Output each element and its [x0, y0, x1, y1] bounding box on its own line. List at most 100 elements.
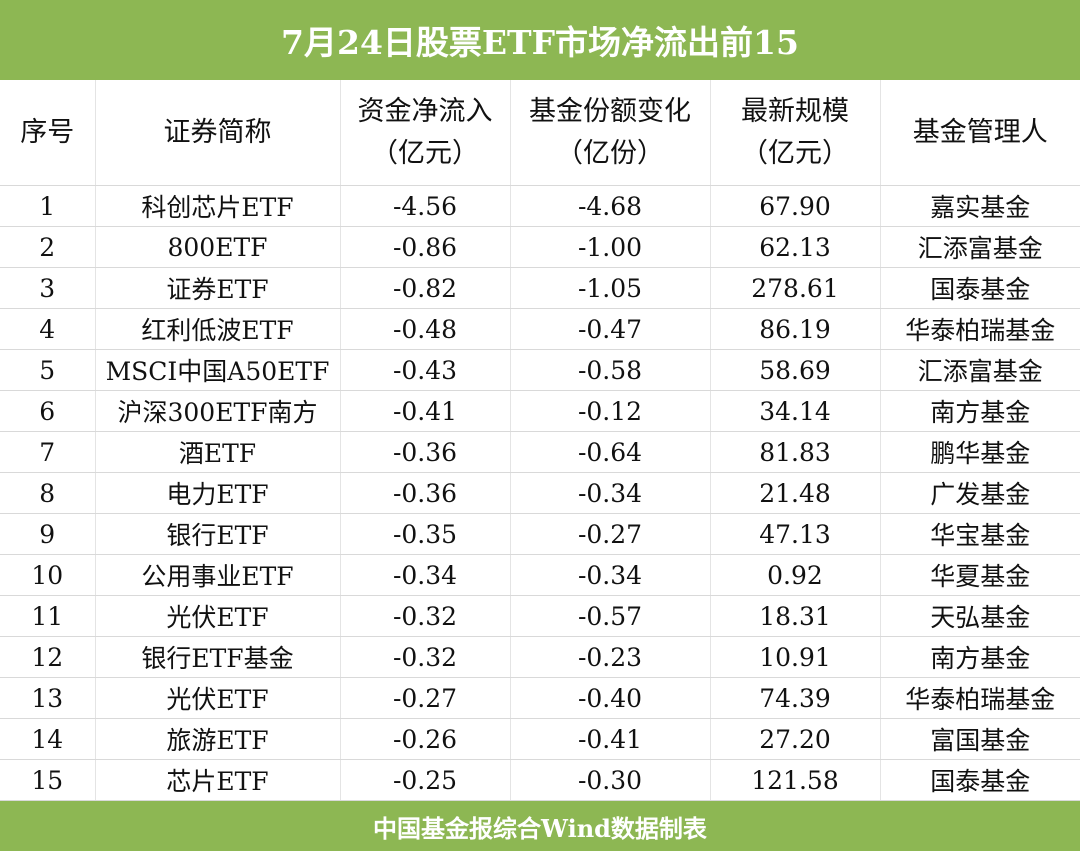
cell-col-latest-size: 74.39 — [710, 677, 881, 719]
header-col-manager: 基金管理人 — [880, 80, 1080, 186]
cell-col-latest-size: 27.20 — [710, 718, 881, 760]
cell-col-security-name: 光伏ETF — [95, 677, 341, 719]
cell-col-security-name: 旅游ETF — [95, 718, 341, 760]
cell-col-security-name: 证券ETF — [95, 267, 341, 309]
cell-col-share-change: -0.64 — [510, 431, 711, 473]
table-row: 9 银行ETF -0.35 -0.27 47.13 华宝基金 — [0, 513, 1080, 555]
cell-col-net-inflow: -0.26 — [340, 718, 511, 760]
cell-col-manager: 国泰基金 — [880, 759, 1080, 801]
cell-col-share-change: -4.68 — [510, 185, 711, 227]
cell-col-index: 15 — [0, 759, 96, 801]
cell-col-net-inflow: -0.35 — [340, 513, 511, 555]
header-label: 基金管理人 — [912, 116, 1048, 148]
cell-col-security-name: MSCI中国A50ETF — [95, 349, 341, 391]
cell-col-manager: 广发基金 — [880, 472, 1080, 514]
cell-col-latest-size: 18.31 — [710, 595, 881, 637]
cell-col-net-inflow: -0.27 — [340, 677, 511, 719]
table-row: 1 科创芯片ETF -4.56 -4.68 67.90 嘉实基金 — [0, 185, 1080, 227]
cell-col-net-inflow: -0.36 — [340, 472, 511, 514]
cell-col-index: 14 — [0, 718, 96, 760]
cell-col-security-name: 银行ETF — [95, 513, 341, 555]
cell-col-security-name: 科创芯片ETF — [95, 185, 341, 227]
cell-col-manager: 南方基金 — [880, 390, 1080, 432]
table-row: 13 光伏ETF -0.27 -0.40 74.39 华泰柏瑞基金 — [0, 677, 1080, 719]
cell-col-index: 5 — [0, 349, 96, 391]
cell-col-manager: 汇添富基金 — [880, 226, 1080, 268]
cell-col-share-change: -0.12 — [510, 390, 711, 432]
cell-col-index: 3 — [0, 267, 96, 309]
cell-col-index: 13 — [0, 677, 96, 719]
cell-col-latest-size: 47.13 — [710, 513, 881, 555]
cell-col-latest-size: 10.91 — [710, 636, 881, 678]
cell-col-manager: 天弘基金 — [880, 595, 1080, 637]
etf-outflow-table: 序号 证券简称 资金净流入 （亿元） 基金份额变化 （亿份） 最新规模 （亿元） 基金管理人 1… — [0, 80, 1080, 801]
cell-col-latest-size: 67.90 — [710, 185, 881, 227]
table-row: 7 酒ETF -0.36 -0.64 81.83 鹏华基金 — [0, 431, 1080, 473]
cell-col-net-inflow: -0.48 — [340, 308, 511, 350]
cell-col-share-change: -0.40 — [510, 677, 711, 719]
cell-col-share-change: -1.05 — [510, 267, 711, 309]
table-row: 2 800ETF -0.86 -1.00 62.13 汇添富基金 — [0, 226, 1080, 268]
cell-col-index: 11 — [0, 595, 96, 637]
cell-col-index: 6 — [0, 390, 96, 432]
cell-col-index: 7 — [0, 431, 96, 473]
cell-col-manager: 国泰基金 — [880, 267, 1080, 309]
cell-col-manager: 汇添富基金 — [880, 349, 1080, 391]
header-unit: （亿元） — [371, 137, 479, 169]
cell-col-index: 4 — [0, 308, 96, 350]
cell-col-share-change: -0.23 — [510, 636, 711, 678]
cell-col-latest-size: 21.48 — [710, 472, 881, 514]
table-row: 10 公用事业ETF -0.34 -0.34 0.92 华夏基金 — [0, 554, 1080, 596]
cell-col-net-inflow: -0.36 — [340, 431, 511, 473]
cell-col-latest-size: 0.92 — [710, 554, 881, 596]
cell-col-security-name: 芯片ETF — [95, 759, 341, 801]
cell-col-net-inflow: -0.41 — [340, 390, 511, 432]
cell-col-index: 9 — [0, 513, 96, 555]
header-col-net-inflow: 资金净流入 （亿元） — [340, 80, 511, 186]
table-row: 3 证券ETF -0.82 -1.05 278.61 国泰基金 — [0, 267, 1080, 309]
cell-col-index: 1 — [0, 185, 96, 227]
header-label: 资金净流入 — [357, 95, 493, 127]
table-title: 7月24日股票ETF市场净流出前15 — [0, 0, 1080, 80]
header-unit: （亿元） — [741, 137, 849, 169]
cell-col-manager: 南方基金 — [880, 636, 1080, 678]
header-col-security-name: 证券简称 — [95, 80, 341, 186]
table-row: 11 光伏ETF -0.32 -0.57 18.31 天弘基金 — [0, 595, 1080, 637]
cell-col-manager: 华宝基金 — [880, 513, 1080, 555]
cell-col-index: 8 — [0, 472, 96, 514]
table-row: 8 电力ETF -0.36 -0.34 21.48 广发基金 — [0, 472, 1080, 514]
cell-col-share-change: -0.30 — [510, 759, 711, 801]
cell-col-security-name: 银行ETF基金 — [95, 636, 341, 678]
cell-col-security-name: 光伏ETF — [95, 595, 341, 637]
table-row: 4 红利低波ETF -0.48 -0.47 86.19 华泰柏瑞基金 — [0, 308, 1080, 350]
cell-col-security-name: 沪深300ETF南方 — [95, 390, 341, 432]
cell-col-security-name: 800ETF — [95, 226, 341, 268]
header-row: 序号 证券简称 资金净流入 （亿元） 基金份额变化 （亿份） 最新规模 （亿元） 基金管理人 — [0, 80, 1080, 186]
cell-col-latest-size: 34.14 — [710, 390, 881, 432]
cell-col-manager: 嘉实基金 — [880, 185, 1080, 227]
cell-col-security-name: 红利低波ETF — [95, 308, 341, 350]
cell-col-security-name: 公用事业ETF — [95, 554, 341, 596]
cell-col-security-name: 电力ETF — [95, 472, 341, 514]
cell-col-manager: 鹏华基金 — [880, 431, 1080, 473]
table-header: 序号 证券简称 资金净流入 （亿元） 基金份额变化 （亿份） 最新规模 （亿元） 基金管理人 — [0, 80, 1080, 186]
header-col-latest-size: 最新规模 （亿元） — [710, 80, 881, 186]
cell-col-latest-size: 86.19 — [710, 308, 881, 350]
table-row: 5 MSCI中国A50ETF -0.43 -0.58 58.69 汇添富基金 — [0, 349, 1080, 391]
cell-col-latest-size: 81.83 — [710, 431, 881, 473]
header-col-share-change: 基金份额变化 （亿份） — [510, 80, 711, 186]
table-row: 14 旅游ETF -0.26 -0.41 27.20 富国基金 — [0, 718, 1080, 760]
table-row: 15 芯片ETF -0.25 -0.30 121.58 国泰基金 — [0, 759, 1080, 801]
cell-col-net-inflow: -0.82 — [340, 267, 511, 309]
cell-col-latest-size: 62.13 — [710, 226, 881, 268]
cell-col-index: 12 — [0, 636, 96, 678]
cell-col-security-name: 酒ETF — [95, 431, 341, 473]
cell-col-share-change: -0.27 — [510, 513, 711, 555]
cell-col-net-inflow: -0.43 — [340, 349, 511, 391]
cell-col-net-inflow: -0.86 — [340, 226, 511, 268]
header-label: 证券简称 — [163, 116, 272, 148]
cell-col-index: 10 — [0, 554, 96, 596]
cell-col-manager: 华夏基金 — [880, 554, 1080, 596]
cell-col-share-change: -0.57 — [510, 595, 711, 637]
